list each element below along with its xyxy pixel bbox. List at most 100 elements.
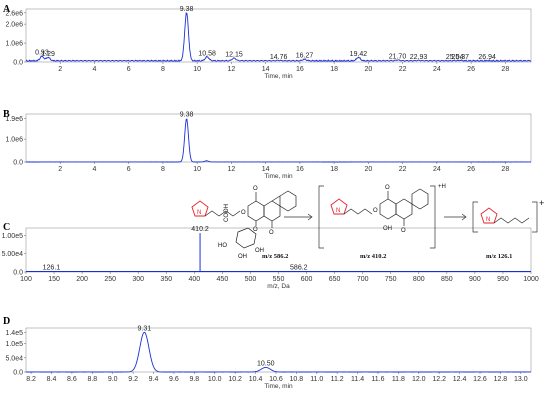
- peak-label: 10.58: [198, 50, 216, 57]
- peak-label: 0.93: [35, 50, 49, 57]
- x-tick-label: 8.4: [47, 376, 57, 383]
- x-tick-label: 12.0: [412, 376, 426, 383]
- x-tick-label: 2: [58, 66, 62, 73]
- peak-label: 12.15: [225, 52, 243, 59]
- x-tick-label: 950: [497, 276, 509, 283]
- x-tick-label: 10.4: [249, 376, 263, 383]
- y-tick-label: 0.0: [13, 270, 23, 277]
- x-tick-label: 26: [467, 66, 475, 73]
- y-tick-label: 1.4e5: [5, 330, 23, 337]
- y-tick-label: 2.6e6: [5, 10, 23, 17]
- y-tick-label: 5.00e4: [2, 251, 24, 258]
- x-tick-label: 850: [441, 276, 453, 283]
- x-tick-label: 200: [76, 276, 88, 283]
- x-tick-label: 750: [385, 276, 397, 283]
- x-tick-label: 800: [413, 276, 425, 283]
- x-tick-label: 12.2: [432, 376, 446, 383]
- x-tick-label: 2: [58, 166, 62, 173]
- mass-spectrum-c: 0.0 5.00e4 1.00e5 100 150 200 250 300 350 400 450 5…: [2, 226, 539, 290]
- plot-frame: [25, 113, 532, 163]
- x-tick-label: 13.0: [514, 376, 528, 383]
- peak-label: 9.38: [180, 112, 194, 119]
- atom-o-f1: O: [373, 208, 378, 214]
- x-tick-label: 11.4: [351, 376, 364, 383]
- chromatogram-trace: [25, 331, 532, 373]
- x-tick-label: 400: [188, 276, 200, 283]
- peak-label: 19.42: [350, 51, 368, 58]
- atom-o-methoxy: O: [253, 186, 258, 192]
- x-tick-label: 14: [262, 66, 270, 73]
- x-tick-label: 24: [433, 166, 441, 173]
- atom-oh-f1: OH: [383, 226, 392, 232]
- ring-a: [247, 200, 265, 222]
- x-tick-label: 16: [296, 66, 304, 73]
- pyrrolidine-ring: [191, 200, 209, 217]
- x-axis-title: m/z, Da: [267, 283, 290, 290]
- x-tick-label: 350: [160, 276, 172, 283]
- peak-label: 16.27: [296, 53, 314, 60]
- fragmentation-scheme: N O O O O COOH HO OH OH m/z 586.2: [191, 184, 544, 260]
- charge-plus: +: [539, 198, 544, 208]
- x-tick-label: 500: [245, 276, 257, 283]
- x-tick-label: 12.8: [494, 376, 508, 383]
- x-tick-label: 12.6: [473, 376, 487, 383]
- atom-ho: HO: [218, 243, 227, 249]
- peak-label: 10.50: [257, 360, 275, 367]
- x-tick-label: 20: [364, 66, 372, 73]
- peak-label: 1.29: [41, 51, 55, 58]
- precursor-mz-label: m/z 586.2: [262, 253, 288, 260]
- x-tick-label: 12: [228, 66, 236, 73]
- atom-cooh: COOH: [224, 204, 230, 222]
- atom-oh-2: OH: [255, 248, 264, 254]
- x-tick-label: 10.2: [228, 376, 242, 383]
- x-tick-label: 12.4: [453, 376, 467, 383]
- panel-letter-a: A: [3, 4, 11, 15]
- x-axis-title: Time, min: [264, 173, 293, 180]
- peak-label: 9.31: [138, 325, 152, 332]
- peak-label: 410.2: [191, 226, 209, 233]
- x-tick-label: 900: [469, 276, 481, 283]
- x-tick-label: 11.2: [331, 376, 344, 383]
- plot-frame: [25, 227, 532, 273]
- x-tick-label: 11.6: [371, 376, 384, 383]
- panel-letter-b: B: [3, 109, 10, 120]
- arrow-2-head: [461, 213, 467, 221]
- y-tick-label: 1.00e5: [2, 233, 24, 240]
- peak-label: 26.94: [478, 54, 496, 61]
- ring-c-f1: [395, 198, 413, 220]
- x-tick-label: 8: [161, 166, 165, 173]
- panel-letter-c: C: [3, 222, 10, 233]
- plot-frame: [25, 327, 532, 373]
- precursor-structure: N O O O O COOH HO OH OH: [191, 186, 297, 260]
- x-axis-title: Time, min: [264, 73, 293, 80]
- y-tick-label: 1.0e5: [5, 341, 23, 348]
- x-tick-label: 28: [501, 66, 509, 73]
- atom-o-methoxy-f1: O: [385, 185, 390, 191]
- atom-oh-1: OH: [238, 254, 247, 260]
- atom-o-link: O: [241, 210, 246, 216]
- x-tick-label: 1000: [523, 276, 539, 283]
- x-tick-label: 18: [330, 66, 338, 73]
- atom-n-f1: N: [336, 208, 340, 214]
- peak-label: 25.37: [452, 54, 470, 61]
- y-tick-label: 1.0e6: [5, 137, 23, 144]
- ring-c: [263, 200, 281, 222]
- x-tick-label: 700: [357, 276, 369, 283]
- y-tick-label: 0.0: [13, 60, 23, 67]
- x-tick-label: 24: [433, 66, 441, 73]
- y-tick-label: 5.0e4: [5, 355, 23, 362]
- chromatogram-trace: [25, 118, 532, 163]
- ring-b: [279, 190, 297, 212]
- arrow-1-head: [307, 213, 313, 221]
- atom-o-keto: O: [269, 230, 274, 236]
- x-tick-label: 9.6: [169, 376, 179, 383]
- x-tick-label: 20: [364, 166, 372, 173]
- fragment2-structure: N: [480, 207, 530, 224]
- bracket-right-2: [532, 201, 538, 233]
- glucuronide-ring: [235, 227, 257, 249]
- atom-n-f2: N: [486, 217, 490, 223]
- atom-n: N: [197, 210, 201, 216]
- pyrrolidine-ring-f1: [330, 198, 348, 215]
